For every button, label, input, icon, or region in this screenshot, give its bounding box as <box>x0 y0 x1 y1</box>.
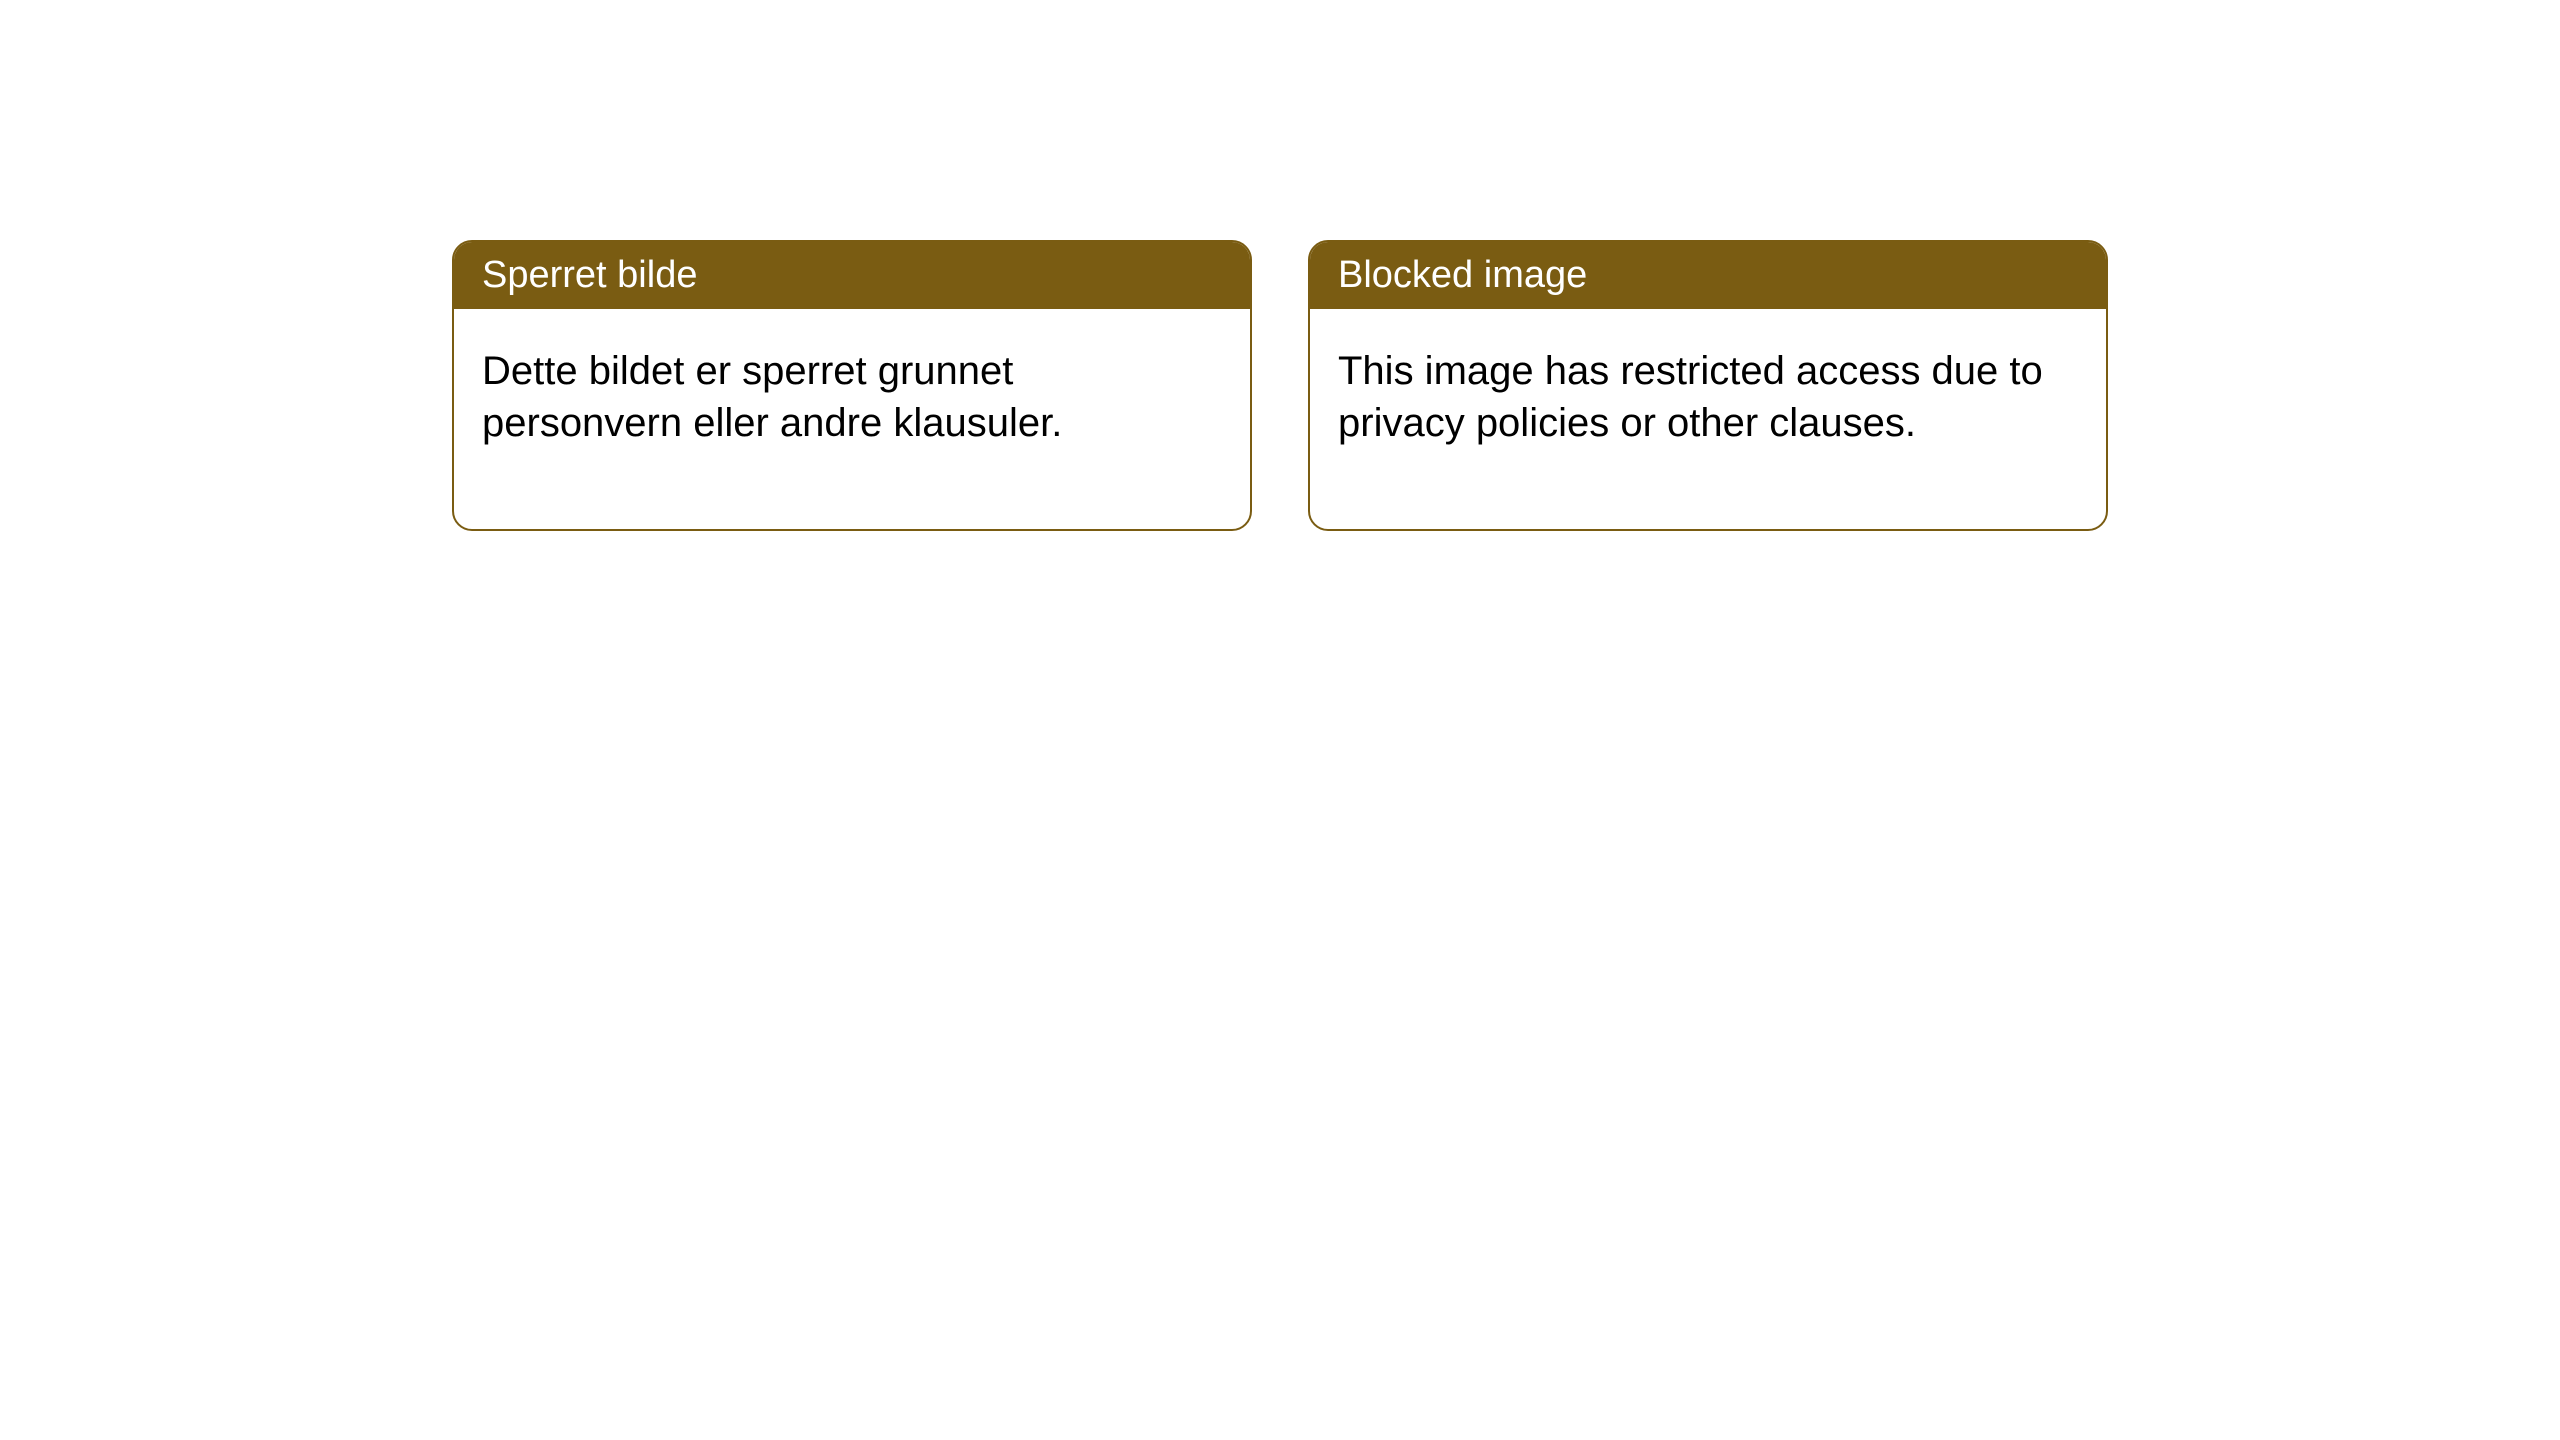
notice-header: Blocked image <box>1310 242 2106 309</box>
notice-card-norwegian: Sperret bilde Dette bildet er sperret gr… <box>452 240 1252 531</box>
notice-container: Sperret bilde Dette bildet er sperret gr… <box>452 240 2108 531</box>
notice-body: Dette bildet er sperret grunnet personve… <box>454 309 1250 529</box>
notice-body: This image has restricted access due to … <box>1310 309 2106 529</box>
notice-card-english: Blocked image This image has restricted … <box>1308 240 2108 531</box>
notice-header: Sperret bilde <box>454 242 1250 309</box>
